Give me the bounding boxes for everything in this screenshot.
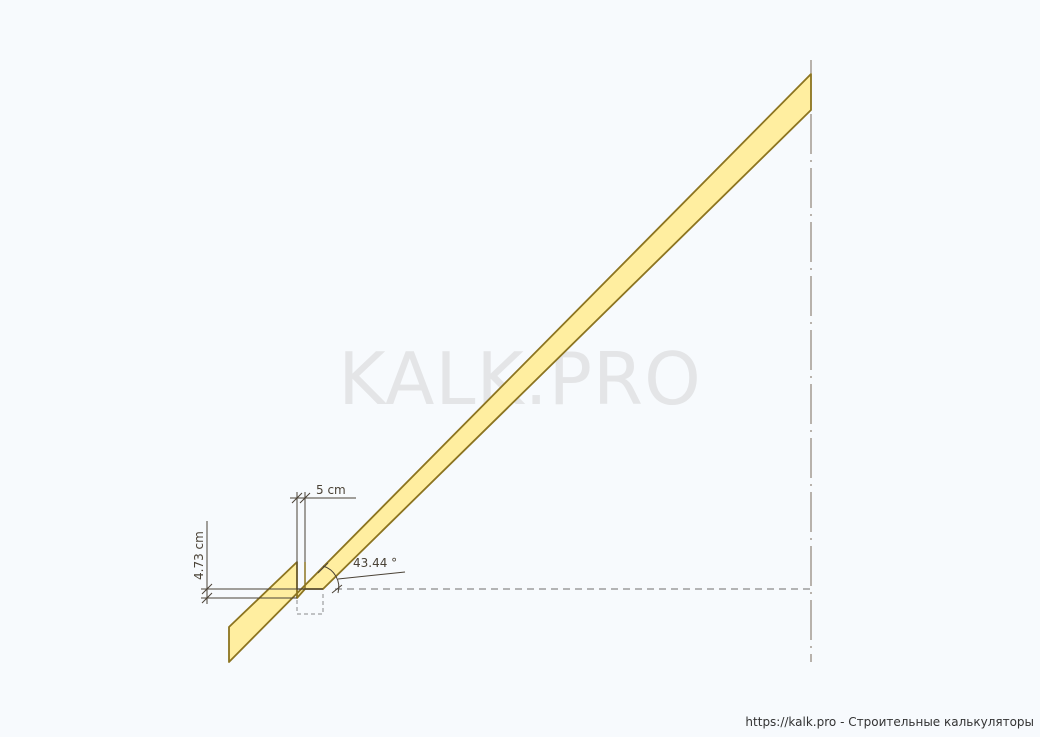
footer: https://kalk.pro - Строительные калькуля… <box>745 715 1034 729</box>
width-dimension-label: 5 cm <box>316 483 346 497</box>
width-dimension <box>290 492 356 589</box>
angle-dimension <box>317 562 406 594</box>
wall-outline <box>296 592 324 615</box>
height-dimension-label: 4.73 cm <box>192 531 206 580</box>
height-dimension <box>201 521 297 604</box>
footer-text: Строительные калькуляторы <box>848 715 1034 729</box>
footer-separator: - <box>836 715 849 729</box>
rafter-board <box>228 73 812 663</box>
footer-link[interactable]: https://kalk.pro <box>745 715 837 729</box>
angle-dimension-label: 43.44 ° <box>353 556 397 570</box>
